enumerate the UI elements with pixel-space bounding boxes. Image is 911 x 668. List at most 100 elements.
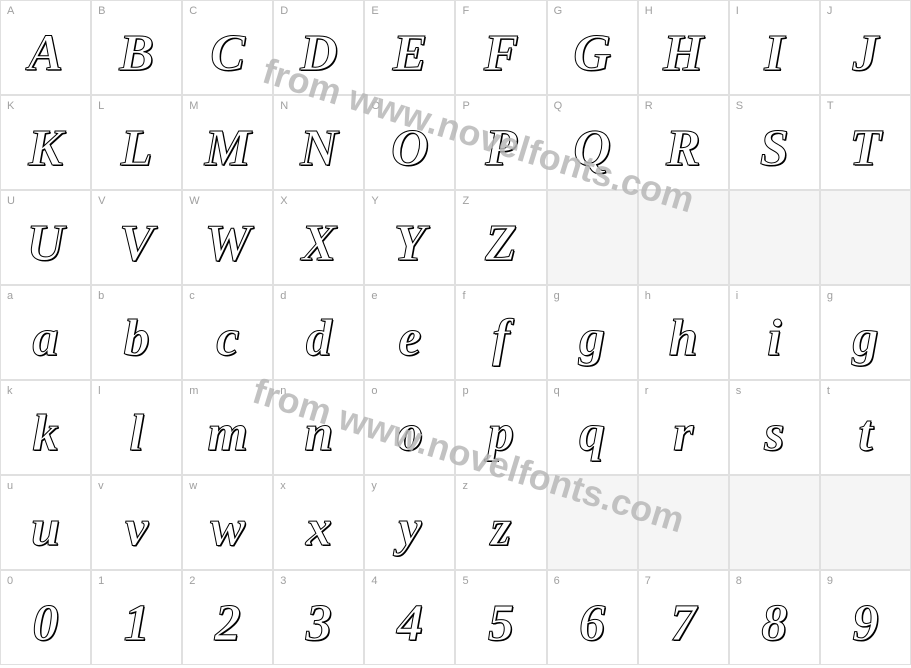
cell-glyph: Z [456, 191, 545, 284]
cell-glyph: 9 [821, 571, 910, 664]
cell-glyph: N [274, 96, 363, 189]
cell-glyph: T [821, 96, 910, 189]
glyph-cell: VV [91, 190, 182, 285]
glyph-cell: nn [273, 380, 364, 475]
cell-glyph: F [456, 1, 545, 94]
cell-glyph: z [456, 476, 545, 569]
cell-glyph: 8 [730, 571, 819, 664]
cell-glyph: u [1, 476, 90, 569]
glyph-cell: xx [273, 475, 364, 570]
cell-glyph: d [274, 286, 363, 379]
glyph-cell: ll [91, 380, 182, 475]
glyph-cell: ii [729, 285, 820, 380]
cell-glyph: q [548, 381, 637, 474]
cell-glyph: S [730, 96, 819, 189]
glyph-cell [820, 475, 911, 570]
cell-glyph: E [365, 1, 454, 94]
cell-glyph: P [456, 96, 545, 189]
glyph-cell: NN [273, 95, 364, 190]
glyph-cell: RR [638, 95, 729, 190]
glyph-cell: ss [729, 380, 820, 475]
glyph-cell: WW [182, 190, 273, 285]
cell-glyph: o [365, 381, 454, 474]
glyph-cell: EE [364, 0, 455, 95]
glyph-grid: AABBCCDDEEFFGGHHIIJJKKLLMMNNOOPPQQRRSSTT… [0, 0, 911, 665]
cell-glyph: g [821, 286, 910, 379]
glyph-cell: ff [455, 285, 546, 380]
glyph-cell [638, 475, 729, 570]
glyph-cell: dd [273, 285, 364, 380]
glyph-cell: CC [182, 0, 273, 95]
glyph-cell: 00 [0, 570, 91, 665]
glyph-cell: oo [364, 380, 455, 475]
glyph-cell: 66 [547, 570, 638, 665]
cell-glyph: K [1, 96, 90, 189]
cell-glyph: h [639, 286, 728, 379]
glyph-cell: BB [91, 0, 182, 95]
glyph-cell: 88 [729, 570, 820, 665]
cell-glyph: i [730, 286, 819, 379]
cell-glyph: a [1, 286, 90, 379]
cell-glyph: m [183, 381, 272, 474]
glyph-cell: 99 [820, 570, 911, 665]
cell-glyph: C [183, 1, 272, 94]
cell-glyph: X [274, 191, 363, 284]
cell-glyph: U [1, 191, 90, 284]
cell-glyph: A [1, 1, 90, 94]
cell-glyph: r [639, 381, 728, 474]
cell-glyph: 6 [548, 571, 637, 664]
glyph-cell: gg [547, 285, 638, 380]
glyph-cell: KK [0, 95, 91, 190]
glyph-cell [729, 475, 820, 570]
cell-glyph: H [639, 1, 728, 94]
glyph-cell: 33 [273, 570, 364, 665]
cell-glyph: f [456, 286, 545, 379]
glyph-cell: cc [182, 285, 273, 380]
cell-glyph: l [92, 381, 181, 474]
cell-glyph: s [730, 381, 819, 474]
glyph-cell [547, 475, 638, 570]
glyph-cell: GG [547, 0, 638, 95]
glyph-cell: ee [364, 285, 455, 380]
glyph-cell [820, 190, 911, 285]
cell-glyph: I [730, 1, 819, 94]
glyph-cell: uu [0, 475, 91, 570]
cell-glyph: n [274, 381, 363, 474]
glyph-cell: ww [182, 475, 273, 570]
glyph-cell: QQ [547, 95, 638, 190]
glyph-cell: 55 [455, 570, 546, 665]
cell-glyph: J [821, 1, 910, 94]
glyph-cell: gg [820, 285, 911, 380]
cell-glyph: 2 [183, 571, 272, 664]
cell-glyph: Y [365, 191, 454, 284]
glyph-cell: YY [364, 190, 455, 285]
cell-glyph: 5 [456, 571, 545, 664]
glyph-cell: MM [182, 95, 273, 190]
glyph-cell: SS [729, 95, 820, 190]
glyph-cell: ZZ [455, 190, 546, 285]
glyph-cell: tt [820, 380, 911, 475]
cell-glyph: g [548, 286, 637, 379]
glyph-cell: AA [0, 0, 91, 95]
cell-glyph: v [92, 476, 181, 569]
glyph-cell: 44 [364, 570, 455, 665]
cell-glyph: G [548, 1, 637, 94]
glyph-cell: kk [0, 380, 91, 475]
glyph-cell: DD [273, 0, 364, 95]
glyph-cell: mm [182, 380, 273, 475]
cell-glyph: b [92, 286, 181, 379]
cell-glyph: 7 [639, 571, 728, 664]
glyph-cell: 11 [91, 570, 182, 665]
glyph-cell: 22 [182, 570, 273, 665]
cell-glyph: Q [548, 96, 637, 189]
glyph-cell: rr [638, 380, 729, 475]
cell-glyph: x [274, 476, 363, 569]
cell-glyph: 4 [365, 571, 454, 664]
cell-glyph: R [639, 96, 728, 189]
glyph-cell: OO [364, 95, 455, 190]
cell-glyph: V [92, 191, 181, 284]
cell-glyph: 0 [1, 571, 90, 664]
glyph-cell [547, 190, 638, 285]
glyph-cell: UU [0, 190, 91, 285]
glyph-cell: bb [91, 285, 182, 380]
